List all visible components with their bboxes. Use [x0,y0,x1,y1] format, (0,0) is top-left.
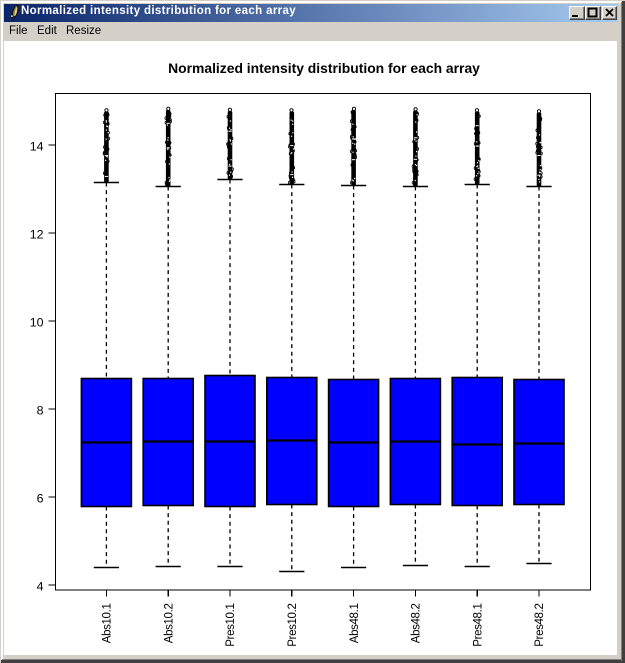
svg-text:10: 10 [30,316,44,330]
svg-text:14: 14 [30,140,44,154]
svg-text:Abs48.1: Abs48.1 [349,604,361,644]
svg-text:Pres48.2: Pres48.2 [534,604,546,647]
svg-text:Abs10.1: Abs10.1 [102,604,114,644]
svg-text:Pres48.1: Pres48.1 [472,604,484,647]
svg-text:Normalized intensity distribut: Normalized intensity distribution for ea… [168,60,480,76]
svg-text:8: 8 [37,404,44,418]
svg-text:Pres10.2: Pres10.2 [287,604,299,647]
svg-text:12: 12 [30,228,44,242]
svg-text:Pres10.1: Pres10.1 [225,604,237,647]
svg-text:4: 4 [37,580,44,594]
svg-text:6: 6 [37,492,44,506]
svg-text:Abs48.2: Abs48.2 [411,604,423,644]
svg-text:Abs10.2: Abs10.2 [163,604,175,644]
